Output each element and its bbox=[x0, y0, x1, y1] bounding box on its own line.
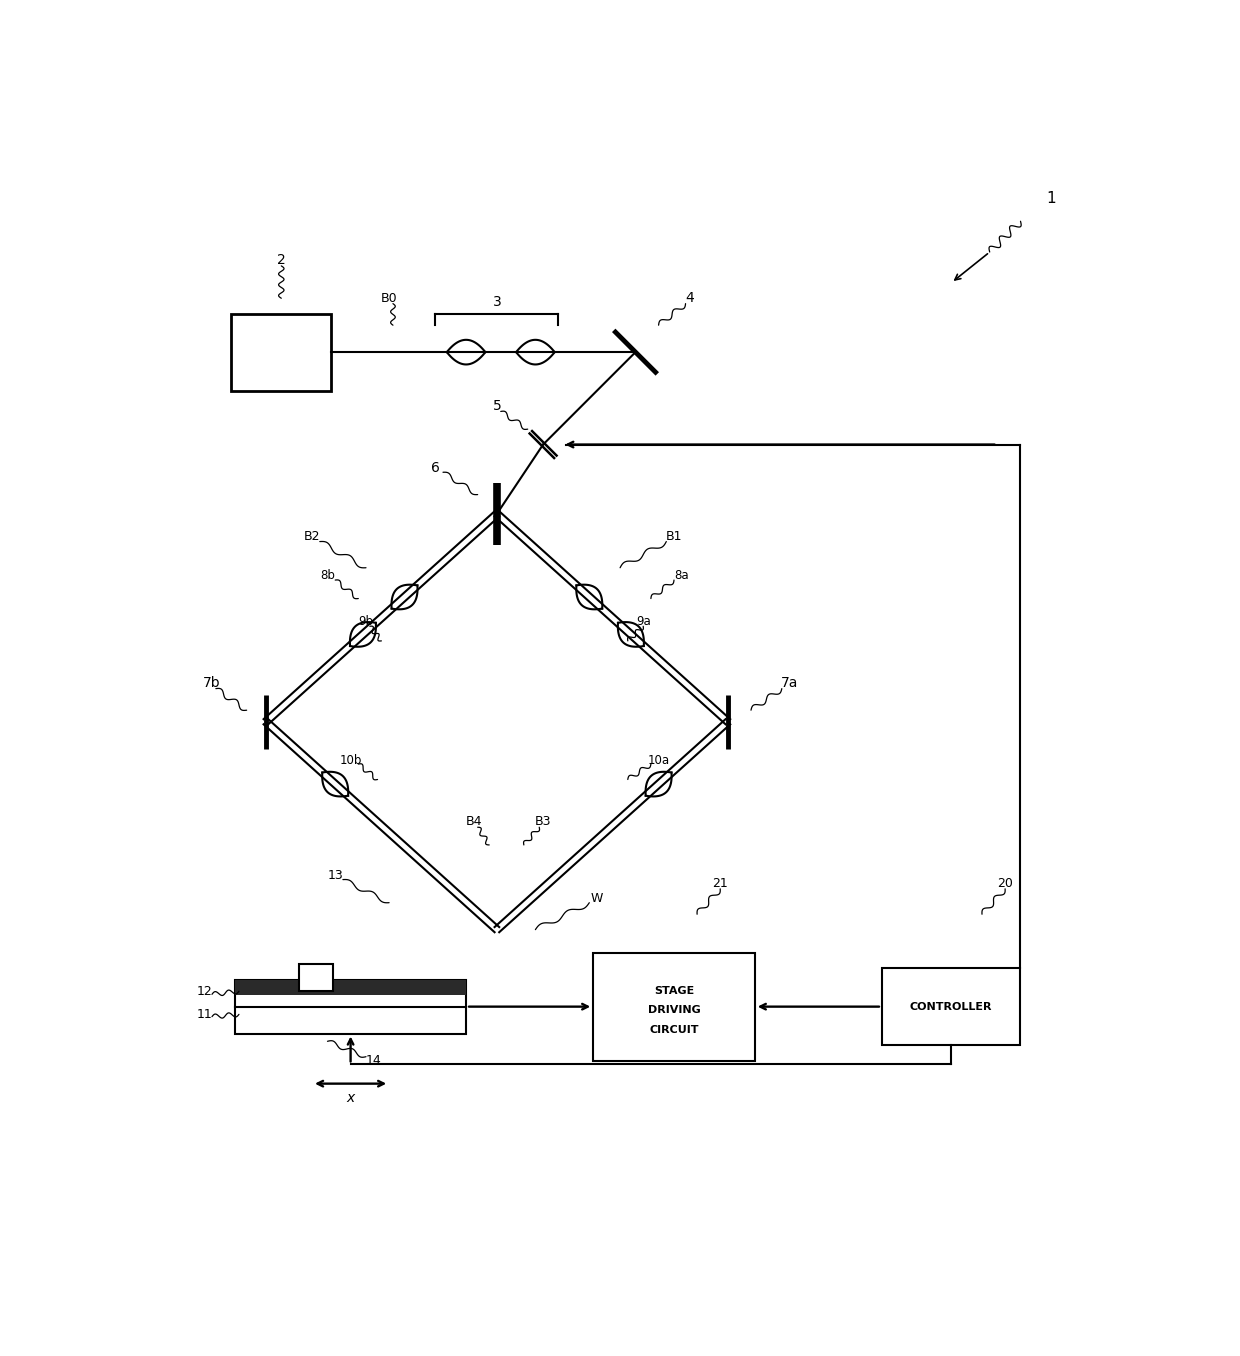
Bar bbox=[882, 968, 1021, 1045]
Text: 13: 13 bbox=[327, 869, 343, 883]
Text: B2: B2 bbox=[304, 530, 320, 544]
Bar bbox=[231, 313, 331, 391]
Bar bbox=[236, 979, 466, 1033]
Text: 10a: 10a bbox=[647, 754, 670, 766]
Text: 1: 1 bbox=[1047, 191, 1056, 206]
Text: CONTROLLER: CONTROLLER bbox=[910, 1002, 992, 1012]
Text: B3: B3 bbox=[534, 815, 552, 829]
Text: 2: 2 bbox=[277, 252, 285, 267]
Text: 12: 12 bbox=[196, 984, 212, 998]
Text: 9a: 9a bbox=[636, 616, 651, 628]
Text: 7b: 7b bbox=[203, 677, 221, 690]
Text: DRIVING: DRIVING bbox=[647, 1006, 701, 1016]
Text: 10b: 10b bbox=[340, 754, 362, 766]
Bar bbox=[236, 979, 466, 995]
Text: x: x bbox=[346, 1090, 355, 1105]
Text: 5: 5 bbox=[492, 399, 501, 414]
Bar bbox=[299, 964, 334, 991]
Text: CIRCUIT: CIRCUIT bbox=[650, 1025, 699, 1035]
Text: 20: 20 bbox=[997, 877, 1013, 890]
Text: 3: 3 bbox=[492, 296, 501, 309]
Text: 9b: 9b bbox=[358, 616, 373, 628]
Text: 11: 11 bbox=[196, 1008, 212, 1021]
Text: W: W bbox=[590, 892, 603, 906]
Text: B1: B1 bbox=[666, 530, 682, 544]
Text: 7a: 7a bbox=[781, 677, 799, 690]
Text: 14: 14 bbox=[366, 1054, 382, 1067]
Text: STAGE: STAGE bbox=[653, 986, 694, 997]
Text: B4: B4 bbox=[465, 815, 482, 829]
Text: 6: 6 bbox=[430, 461, 440, 475]
Text: 8b: 8b bbox=[320, 570, 335, 582]
Bar bbox=[593, 953, 755, 1060]
Text: 4: 4 bbox=[684, 292, 693, 305]
Text: 8a: 8a bbox=[675, 570, 689, 582]
Text: 21: 21 bbox=[712, 877, 728, 890]
Text: B0: B0 bbox=[381, 292, 397, 305]
